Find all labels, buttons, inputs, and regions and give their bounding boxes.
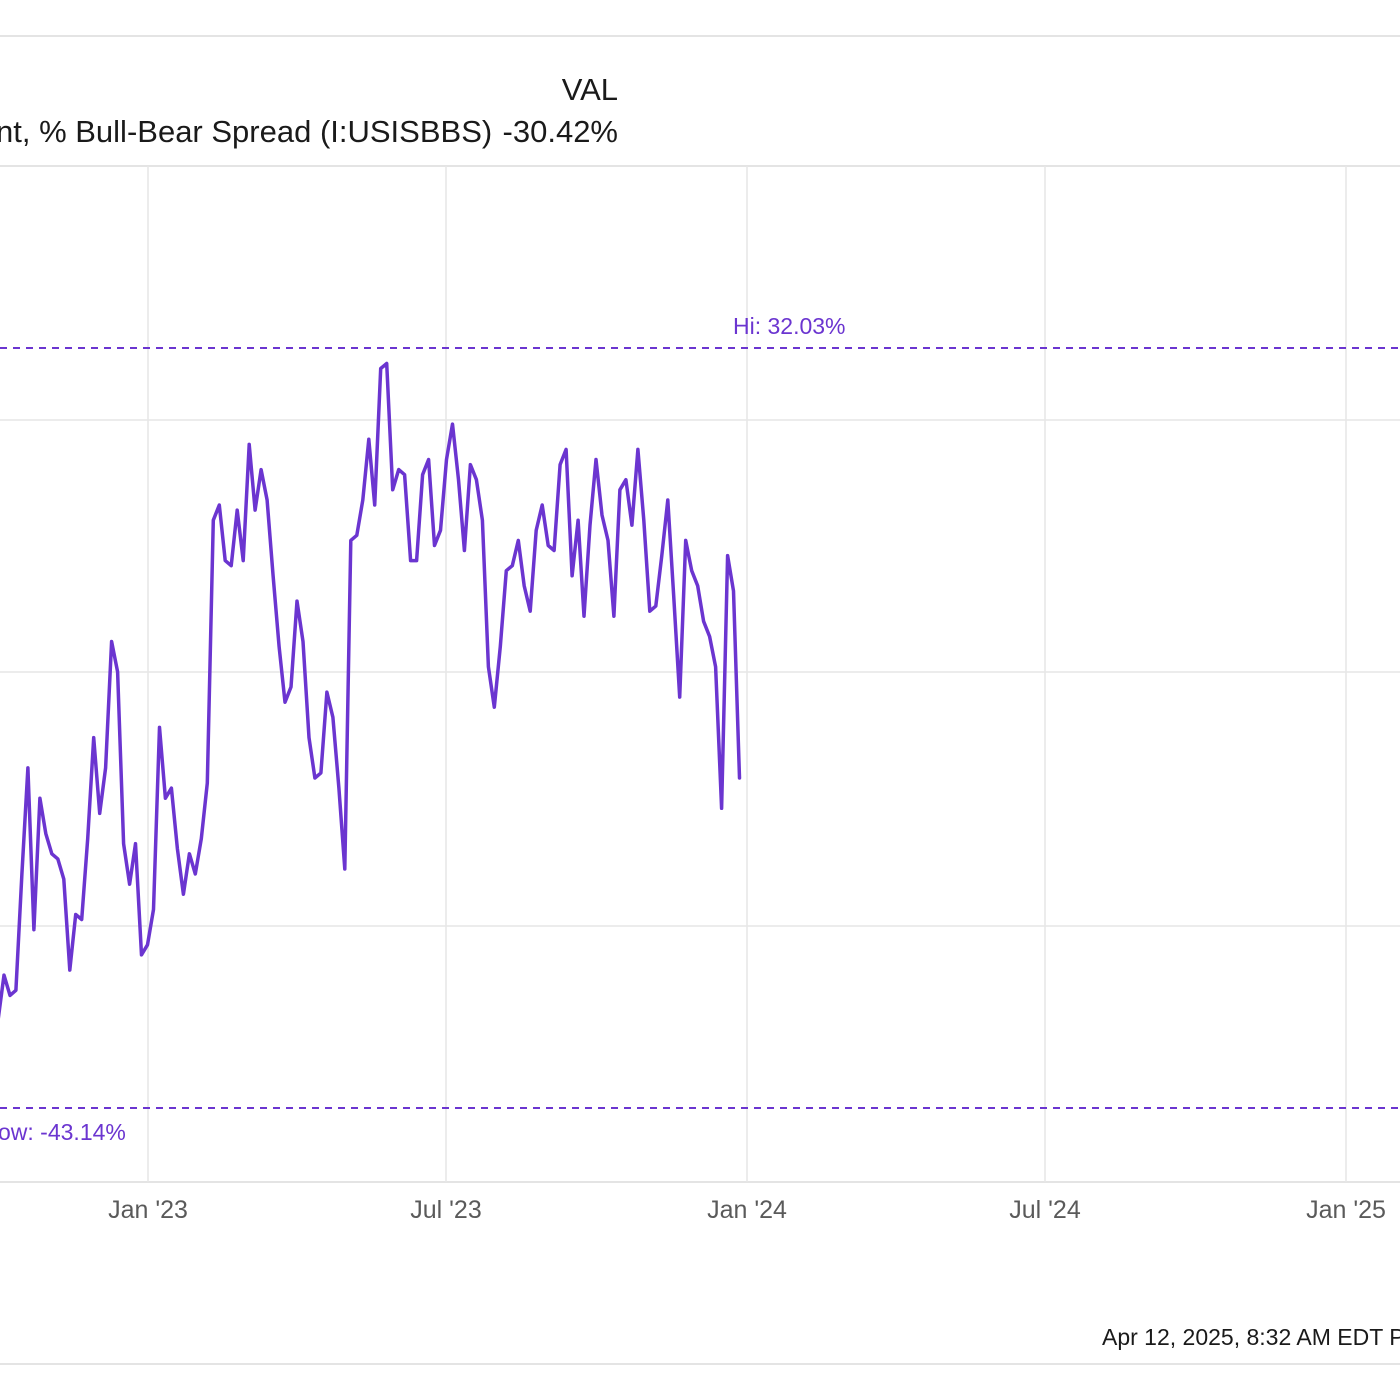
legend-series-value: -30.42%: [503, 114, 618, 149]
low-annotation: ow: -43.14%: [0, 1119, 126, 1145]
x-tick-label: Jan '25: [1306, 1196, 1386, 1224]
footer-timestamp: Apr 12, 2025, 8:32 AM EDT Po: [1102, 1324, 1400, 1350]
x-tick-label: Jul '23: [410, 1196, 481, 1224]
x-tick-label: Jan '23: [108, 1196, 188, 1224]
x-tick-label: Jul '24: [1009, 1196, 1081, 1224]
legend-value-header: VAL: [562, 72, 618, 107]
legend-series-label: nt, % Bull-Bear Spread (I:USISBBS): [0, 114, 492, 149]
x-axis-ticks: Jan '23 Jul '23 Jan '24 Jul '24 Jan '25: [108, 1196, 1386, 1224]
x-tick-label: Jan '24: [707, 1196, 787, 1224]
grid: [0, 166, 1400, 1182]
series-line: [0, 361, 742, 1019]
hi-annotation: Hi: 32.03%: [733, 313, 846, 339]
